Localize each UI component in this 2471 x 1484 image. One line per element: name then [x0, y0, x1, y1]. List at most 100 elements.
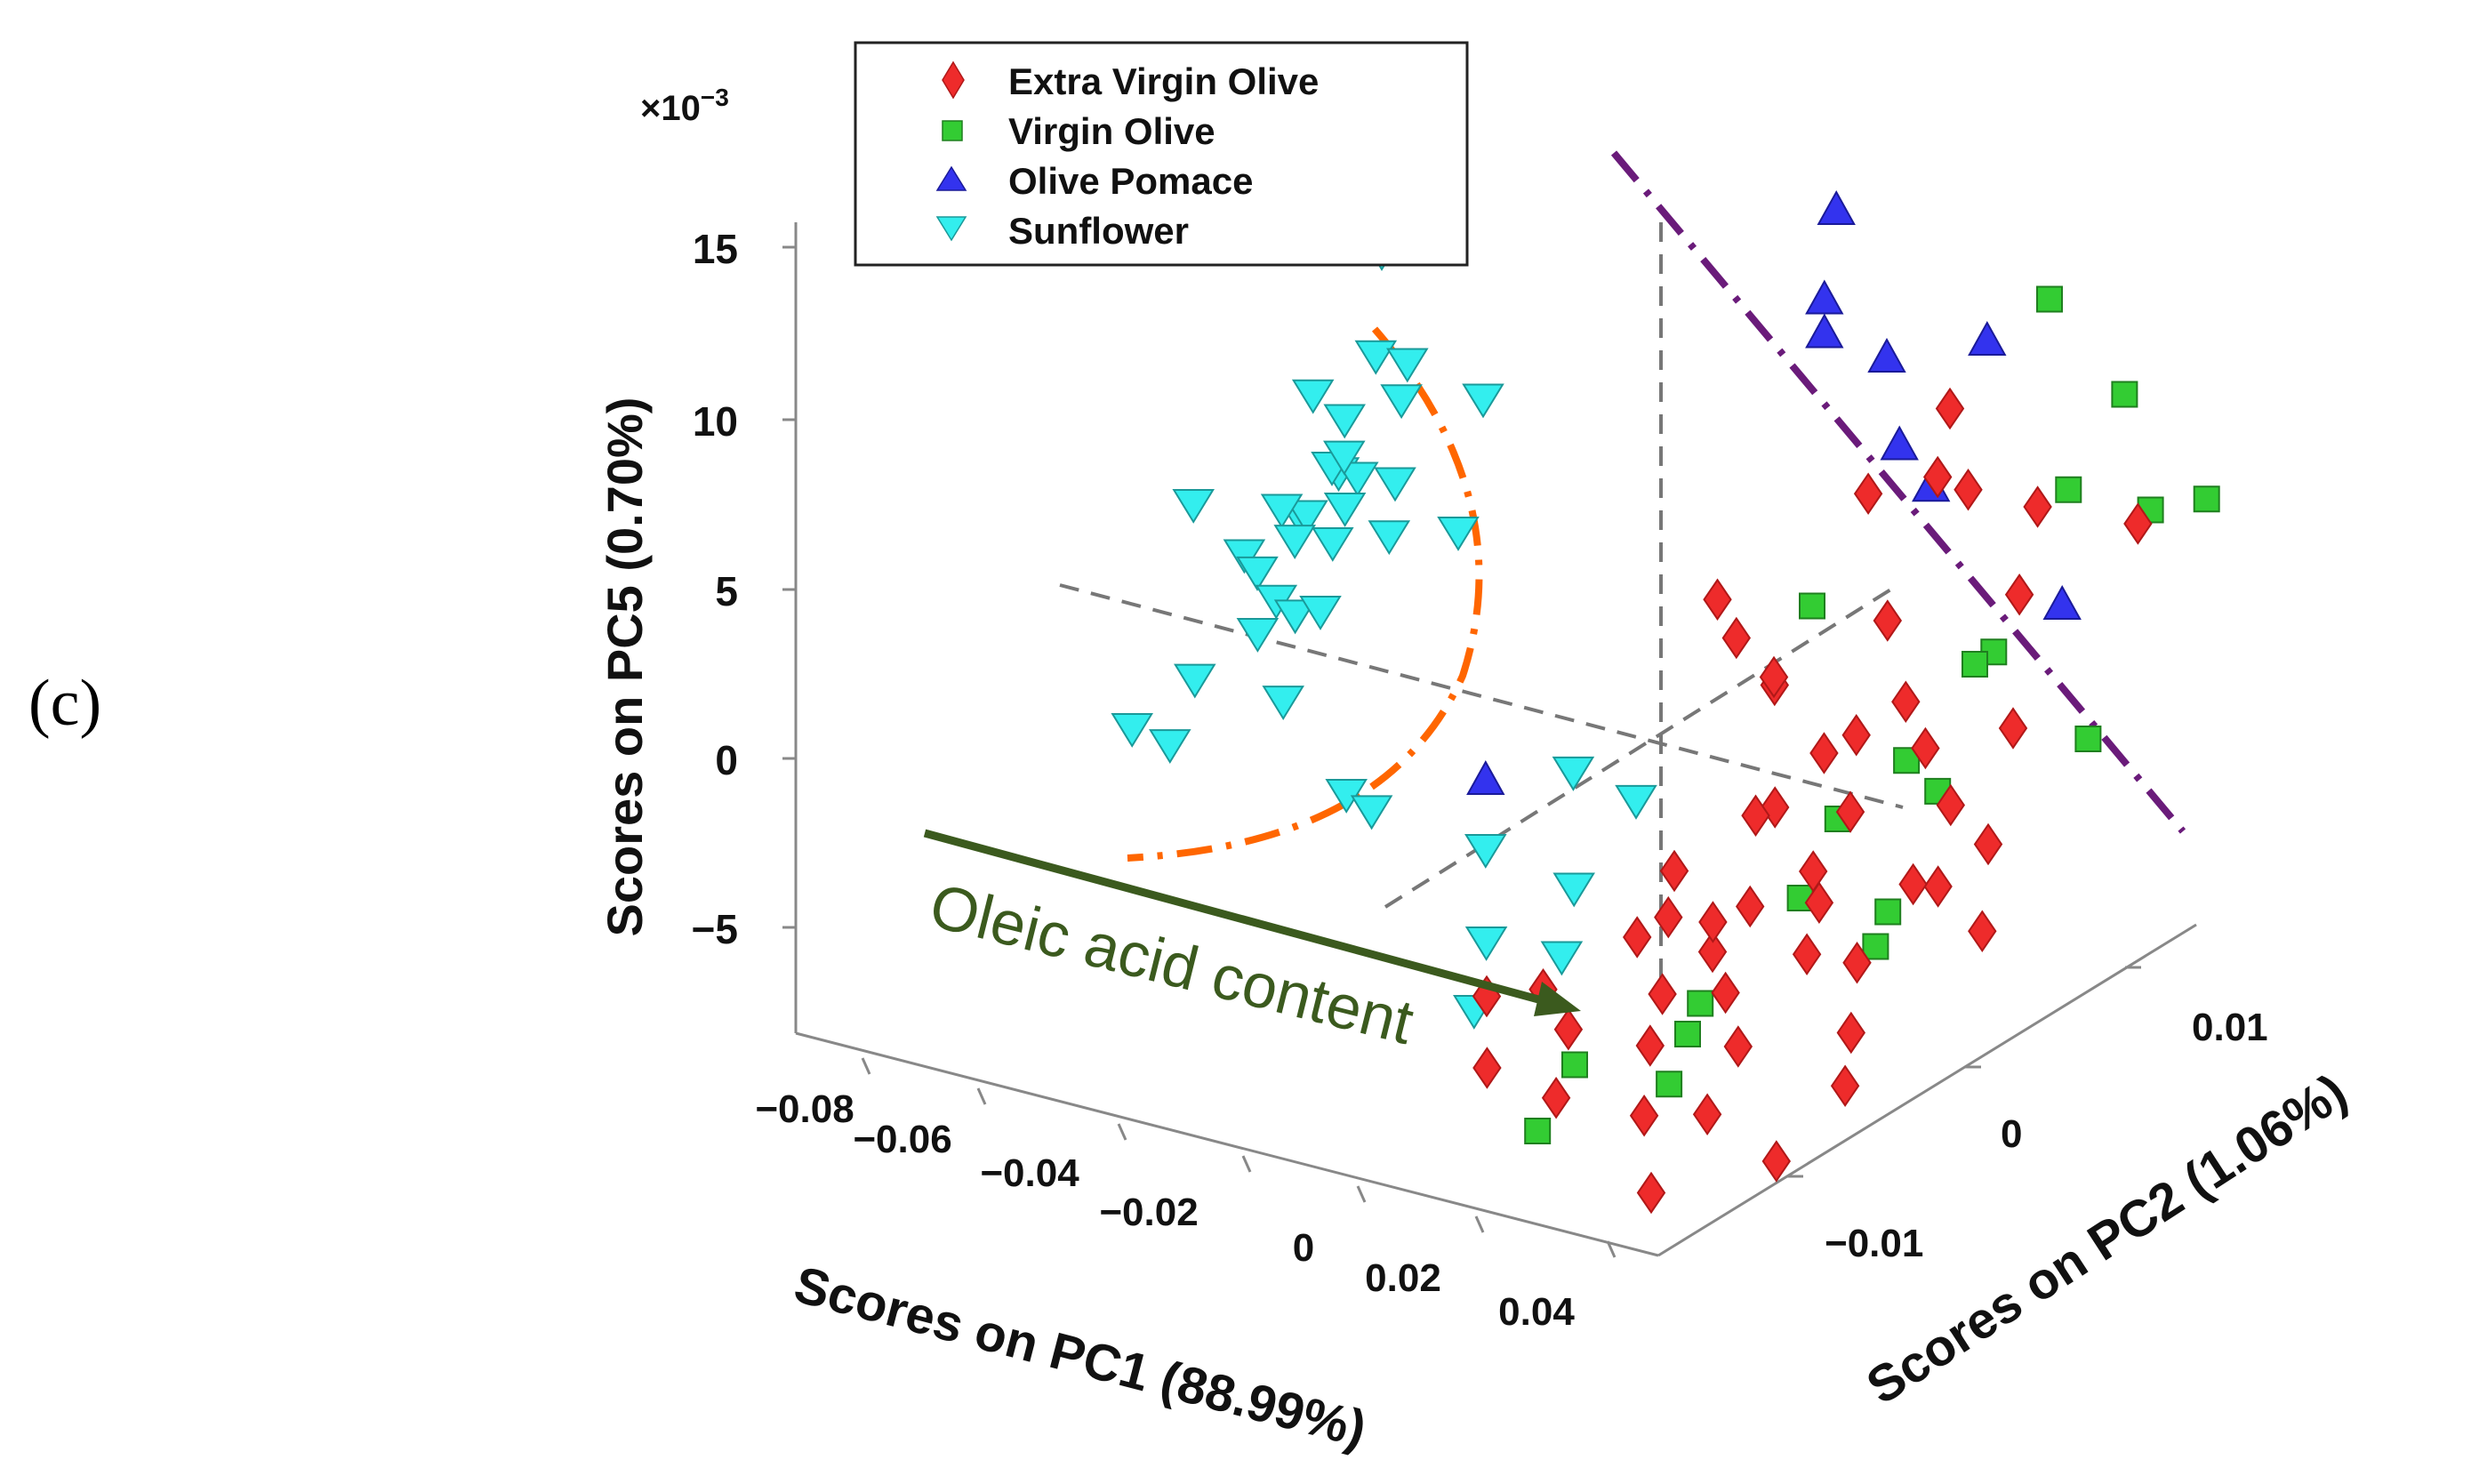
arrow-head — [1534, 982, 1581, 1016]
point-sunflower — [1299, 596, 1342, 630]
point-extra-virgin-olive — [1698, 901, 1728, 943]
y-axis-line — [1657, 923, 2197, 1257]
point-virgin-olive — [1687, 990, 1714, 1017]
z-tick: −5 — [692, 906, 796, 952]
point-extra-virgin-olive — [1759, 655, 1789, 699]
point-sunflower — [1437, 517, 1480, 551]
point-sunflower — [1273, 525, 1316, 560]
plot-area: 15 10 5 0 −5 ×10−3 Scores on PC5 (0.70%) — [597, 84, 2357, 1458]
point-virgin-olive — [1674, 1021, 1701, 1047]
axis-frame — [794, 222, 2197, 1257]
point-extra-virgin-olive — [2123, 502, 2153, 545]
point-extra-virgin-olive — [2004, 573, 2034, 616]
triangle-down-marker-icon — [935, 216, 967, 242]
point-extra-virgin-olive — [1830, 1064, 1860, 1108]
x-axis-line — [795, 1031, 1659, 1257]
x-tick-label: −0.02 — [1099, 1191, 1198, 1234]
point-sunflower — [1260, 493, 1304, 529]
point-extra-virgin-olive — [1923, 865, 1953, 908]
x-tick: −0.06 — [853, 1087, 987, 1161]
point-sunflower — [1236, 618, 1280, 653]
point-extra-virgin-olive — [2023, 485, 2052, 528]
point-extra-virgin-olive — [1891, 680, 1921, 724]
z-tick-label: 10 — [693, 398, 738, 445]
legend-label: Olive Pomace — [1008, 160, 1253, 202]
point-sunflower — [1174, 663, 1216, 699]
point-virgin-olive — [1962, 651, 1988, 678]
crosshair-pc2 — [1384, 587, 1894, 909]
point-extra-virgin-olive — [1968, 910, 1997, 953]
point-extra-virgin-olive — [1835, 790, 1865, 833]
point-extra-virgin-olive — [1842, 941, 1872, 984]
y-tick: 0 — [1965, 1065, 2022, 1156]
point-sunflower — [1291, 379, 1335, 414]
point-extra-virgin-olive — [1541, 1076, 1571, 1119]
point-extra-virgin-olive — [1711, 971, 1740, 1015]
point-extra-virgin-olive — [1553, 1007, 1584, 1051]
point-virgin-olive — [1561, 1051, 1588, 1079]
point-virgin-olive — [1524, 1118, 1552, 1144]
panel-label: (c) — [28, 667, 101, 740]
x-axis-label: Scores on PC1 (88.99%) — [789, 1255, 1372, 1458]
point-extra-virgin-olive — [1792, 933, 1822, 976]
z-tick: 10 — [693, 398, 796, 445]
point-virgin-olive — [1656, 1071, 1683, 1098]
z-tick: 5 — [715, 568, 796, 614]
point-sunflower — [1380, 384, 1423, 420]
point-sunflower — [1273, 599, 1317, 635]
legend-item: Virgin Olive — [942, 110, 1215, 152]
point-virgin-olive — [1874, 898, 1902, 926]
z-tick-label: −5 — [692, 906, 738, 952]
x-tick-label: 0.04 — [1498, 1290, 1575, 1334]
x-tick-label: −0.06 — [853, 1118, 951, 1161]
triangle-up-marker-icon — [935, 165, 967, 191]
point-extra-virgin-olive — [1723, 1025, 1753, 1068]
point-sunflower — [1323, 440, 1366, 476]
z-tick: 15 — [693, 226, 796, 272]
x-tick-label: −0.08 — [755, 1087, 854, 1131]
point-extra-virgin-olive — [1659, 849, 1689, 893]
x-tick: 0 — [1293, 1185, 1367, 1270]
x-tick-label: −0.04 — [980, 1151, 1079, 1195]
point-extra-virgin-olive — [1973, 822, 2003, 866]
point-extra-virgin-olive — [1898, 862, 1928, 906]
x-tick: 0.04 — [1498, 1240, 1617, 1334]
point-sunflower — [1615, 784, 1657, 820]
point-sunflower — [1323, 404, 1366, 439]
point-virgin-olive — [2055, 476, 2082, 503]
point-extra-virgin-olive — [1873, 599, 1903, 642]
x-tick: 0.02 — [1365, 1215, 1485, 1300]
point-olive-pomace — [1805, 313, 1844, 349]
square-marker-icon — [942, 120, 963, 141]
x-tick-label: 0 — [1293, 1226, 1314, 1270]
y-tick-label: 0 — [2001, 1112, 2022, 1156]
y-tick-label: 0.01 — [2192, 1006, 2268, 1049]
point-extra-virgin-olive — [1629, 1094, 1659, 1137]
z-axis-label: Scores on PC5 (0.70%) — [597, 397, 653, 937]
point-sunflower — [1323, 493, 1367, 527]
diamond-marker-icon — [942, 60, 965, 100]
point-sunflower — [1336, 461, 1379, 497]
point-sunflower — [1149, 729, 1191, 765]
point-extra-virgin-olive — [1735, 885, 1765, 928]
point-extra-virgin-olive — [1654, 895, 1683, 939]
point-extra-virgin-olive — [1911, 726, 1940, 770]
point-olive-pomace — [1805, 279, 1844, 315]
legend: Extra Virgin Olive Virgin Olive Olive Po… — [854, 41, 1469, 267]
boundary-olive-pomace — [1610, 150, 2186, 834]
point-olive-pomace — [1968, 320, 2007, 356]
point-olive-pomace — [1880, 425, 1919, 461]
legend-label: Sunflower — [1008, 210, 1189, 252]
x-axis-ticks: −0.08 −0.06 −0.04 −0.02 0 0.02 — [755, 1057, 1617, 1334]
point-olive-pomace — [1817, 189, 1856, 225]
z-tick-label: 0 — [715, 737, 738, 783]
point-extra-virgin-olive — [1841, 713, 1871, 757]
point-extra-virgin-olive — [1836, 1011, 1866, 1055]
point-extra-virgin-olive — [1635, 1024, 1665, 1067]
y-axis-label: Scores on PC2 (1.06%) — [1857, 1063, 2357, 1416]
point-extra-virgin-olive — [1622, 916, 1652, 959]
point-olive-pomace — [1867, 337, 1906, 373]
point-sunflower — [1464, 926, 1508, 961]
point-extra-virgin-olive — [1935, 387, 1965, 430]
